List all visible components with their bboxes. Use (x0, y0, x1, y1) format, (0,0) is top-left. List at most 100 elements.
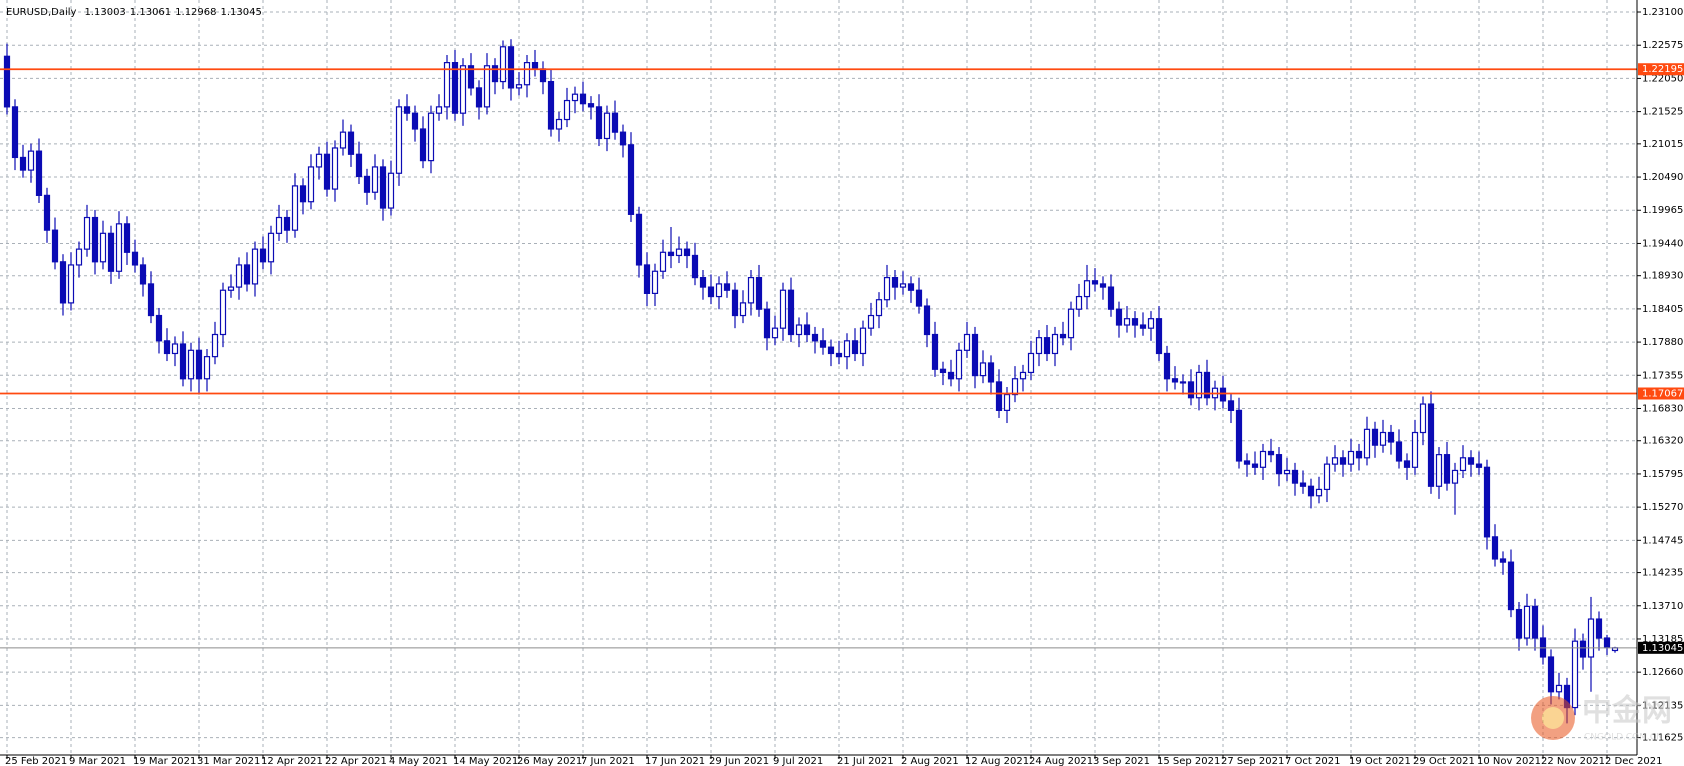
candle-body (1443, 454, 1451, 484)
y-tick-label: 1.11625 (1642, 733, 1683, 744)
x-tick-label: 17 Jun 2021 (645, 756, 705, 766)
candle-body (499, 46, 507, 83)
candle-body (987, 362, 995, 383)
candle-body (963, 333, 971, 351)
x-tick-label: 21 Jul 2021 (837, 756, 894, 766)
candle-body (1499, 558, 1507, 563)
candle-body (1043, 337, 1051, 355)
candle-body (1051, 333, 1059, 355)
candle-body (155, 314, 163, 342)
candle-body (11, 106, 19, 159)
price-label-box (1638, 641, 1684, 654)
candle-body (1243, 460, 1251, 465)
candle-body (1475, 463, 1483, 468)
candle-body (59, 261, 67, 304)
x-tick-label: 10 Nov 2021 (1477, 756, 1541, 766)
y-tick-label: 1.22050 (1642, 73, 1683, 84)
candle-body (563, 99, 571, 121)
candle-body (1371, 428, 1379, 446)
candle-body (923, 305, 931, 336)
candle-body (1099, 283, 1107, 288)
y-tick-label: 1.16830 (1642, 403, 1683, 414)
candle-body (531, 62, 539, 70)
y-tick-label: 1.12135 (1642, 700, 1683, 711)
candle-body (1011, 378, 1019, 396)
candle-body (1395, 441, 1403, 462)
price-label: 1.13045 (1642, 643, 1683, 654)
candle-body (1531, 605, 1539, 639)
symbol: EURUSD,Daily (6, 7, 77, 18)
candle-body (579, 93, 587, 105)
candle-body (1595, 618, 1603, 639)
candle-body (363, 175, 371, 193)
watermark-sub: CNGOLD.COM.CN (1584, 733, 1663, 743)
x-tick-label: 31 Mar 2021 (197, 756, 260, 766)
candle-body (51, 229, 59, 263)
candle-body (75, 248, 83, 266)
candle-body (1363, 428, 1371, 459)
candle-body (1003, 393, 1011, 411)
y-tick-label: 1.21015 (1642, 139, 1683, 150)
candle-body (731, 289, 739, 317)
candle-body (267, 232, 275, 263)
y-tick-label: 1.15795 (1642, 469, 1683, 480)
candle-body (1091, 280, 1099, 285)
y-tick-label: 1.12660 (1642, 667, 1683, 678)
candle-body (1419, 403, 1427, 434)
candle-body (595, 106, 603, 140)
candle-body (1067, 308, 1075, 339)
candle-body (283, 216, 291, 231)
candle-body (995, 381, 1003, 411)
candle-body (147, 283, 155, 317)
candle-body (219, 289, 227, 336)
candle-body (435, 106, 443, 114)
candle-body (451, 62, 459, 114)
chart-title: EURUSD,Daily 1.13003 1.13061 1.12968 1.13045 (6, 7, 262, 18)
candle-body (835, 352, 843, 358)
x-tick-label: 22 Nov 2021 (1541, 756, 1605, 766)
candle-body (907, 283, 915, 291)
candle-body (1019, 371, 1027, 380)
candle-body (27, 150, 35, 171)
candle-body (827, 346, 835, 355)
candle-body (1163, 352, 1171, 380)
candle-body (979, 362, 987, 377)
x-tick-label: 9 Jul 2021 (773, 756, 823, 766)
candle-body (1083, 280, 1091, 298)
level-label-box (1638, 387, 1684, 400)
candle-body (1347, 450, 1355, 465)
candle-body (1379, 431, 1387, 446)
level-label: 1.17067 (1642, 388, 1683, 399)
candle-body (1299, 482, 1307, 487)
candle-body (1235, 409, 1243, 462)
candle-body (35, 150, 43, 196)
candle-body (883, 276, 891, 301)
y-tick-label: 1.19965 (1642, 205, 1683, 216)
y-tick-label: 1.22575 (1642, 40, 1683, 51)
candle-body (411, 112, 419, 130)
watermark-text: 中金网 (1582, 694, 1672, 729)
y-tick-label: 1.18930 (1642, 271, 1683, 282)
candle-body (171, 343, 179, 355)
candle-body (1339, 457, 1347, 465)
watermark: 中金网 CNGOLD.COM.CN (1531, 694, 1672, 743)
candle-body (1603, 637, 1611, 649)
candle-body (307, 166, 315, 203)
candle-body (1283, 469, 1291, 475)
candle-body (795, 324, 803, 336)
candles (3, 39, 1619, 724)
y-tick-label: 1.13185 (1642, 634, 1683, 645)
candle-body (947, 371, 955, 380)
candle-body (523, 62, 531, 86)
y-tick-label: 1.14235 (1642, 568, 1683, 579)
candle-body (1451, 469, 1459, 484)
candle-body (331, 147, 339, 190)
candle-body (315, 153, 323, 168)
candle-body (395, 106, 403, 174)
candle-body (1179, 381, 1187, 384)
candle-body (1059, 333, 1067, 339)
y-tick-label: 1.21525 (1642, 107, 1683, 118)
candle-body (1251, 463, 1259, 468)
candle-body (107, 232, 115, 272)
candle-body (1579, 640, 1587, 658)
